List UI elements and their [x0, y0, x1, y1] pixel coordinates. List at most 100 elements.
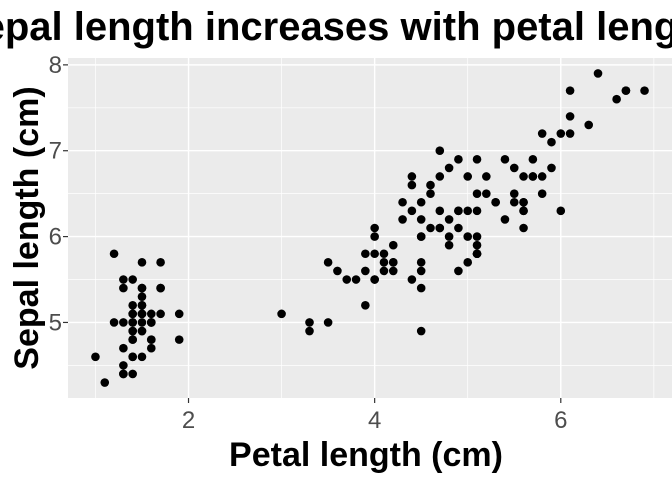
data-point: [119, 361, 128, 370]
data-point: [416, 232, 426, 241]
data-point: [640, 86, 649, 95]
data-point: [593, 69, 603, 78]
data-point: [426, 189, 435, 198]
data-point: [547, 137, 556, 147]
x-tick-labels: 2 4 6: [182, 407, 568, 434]
data-point: [472, 189, 482, 198]
data-point: [454, 266, 463, 276]
data-point: [146, 309, 156, 319]
y-tick-label: 6: [49, 224, 62, 251]
data-point: [491, 197, 500, 207]
data-point: [119, 275, 128, 284]
data-point: [361, 300, 370, 310]
data-point: [565, 112, 575, 121]
data-point: [584, 120, 594, 130]
y-tick-labels: 5 6 7 8: [49, 52, 62, 337]
data-point: [119, 318, 128, 327]
data-point: [519, 197, 528, 207]
data-point: [128, 275, 137, 284]
data-point: [137, 326, 147, 336]
data-point: [388, 266, 398, 276]
data-point: [463, 172, 473, 181]
data-point: [416, 266, 426, 276]
data-point: [146, 318, 156, 327]
data-point: [388, 258, 398, 267]
data-point: [137, 352, 147, 362]
major-gridlines: [68, 58, 672, 398]
data-point: [333, 266, 342, 276]
data-point: [137, 258, 147, 267]
minor-gridlines: [68, 58, 672, 398]
data-point: [416, 258, 426, 267]
data-point: [416, 197, 426, 207]
data-point: [109, 249, 119, 259]
data-point: [472, 232, 482, 241]
data-point: [435, 172, 445, 181]
data-point: [509, 189, 519, 198]
data-point: [509, 163, 519, 173]
data-point: [416, 326, 426, 336]
data-point: [482, 172, 491, 181]
data-point: [612, 94, 621, 104]
data-point: [416, 215, 426, 224]
data-point: [119, 283, 128, 293]
data-point: [482, 189, 491, 198]
data-point: [454, 155, 463, 164]
data-point: [556, 206, 566, 216]
axis-ticks: [63, 64, 562, 403]
y-tick-label: 5: [49, 309, 62, 336]
data-point: [565, 129, 575, 138]
data-point: [509, 197, 519, 207]
data-point: [463, 206, 473, 216]
plot-panel: [68, 58, 672, 398]
data-point: [407, 275, 417, 284]
data-point: [388, 240, 398, 250]
data-point: [444, 240, 454, 250]
data-point: [370, 232, 379, 241]
data-point: [119, 369, 128, 379]
data-point: [621, 86, 631, 95]
data-point: [137, 292, 147, 301]
data-point: [323, 318, 333, 327]
data-point: [435, 223, 445, 233]
data-point: [472, 206, 482, 216]
data-point: [137, 318, 147, 327]
data-point: [109, 318, 119, 327]
data-point: [128, 335, 137, 344]
data-point: [370, 249, 379, 259]
data-point: [472, 240, 482, 250]
data-point: [379, 249, 389, 259]
data-point: [277, 309, 286, 319]
data-point: [128, 309, 137, 319]
data-point: [156, 258, 165, 267]
data-point: [454, 206, 463, 216]
data-point: [444, 215, 454, 224]
data-point: [519, 223, 528, 233]
x-axis-title: Petal length (cm): [229, 436, 503, 474]
data-point: [416, 283, 426, 293]
data-point: [137, 283, 147, 293]
data-point: [472, 249, 482, 259]
data-point: [435, 206, 445, 216]
data-point: [379, 258, 389, 267]
data-point: [100, 378, 110, 387]
data-point: [342, 275, 352, 284]
y-tick-label: 8: [49, 52, 62, 79]
data-point: [361, 266, 370, 276]
data-point: [519, 206, 528, 216]
y-axis-title: Sepal length (cm): [8, 86, 46, 369]
data-point: [528, 155, 538, 164]
data-point: [463, 258, 473, 267]
data-point: [407, 172, 417, 181]
data-point: [128, 300, 137, 310]
data-point: [565, 86, 575, 95]
data-point: [444, 163, 454, 173]
data-point: [454, 223, 463, 233]
data-point: [463, 232, 473, 241]
data-point: [361, 249, 370, 259]
data-point: [156, 283, 165, 293]
data-point: [426, 223, 435, 233]
data-point: [137, 309, 147, 319]
data-point: [128, 352, 137, 362]
